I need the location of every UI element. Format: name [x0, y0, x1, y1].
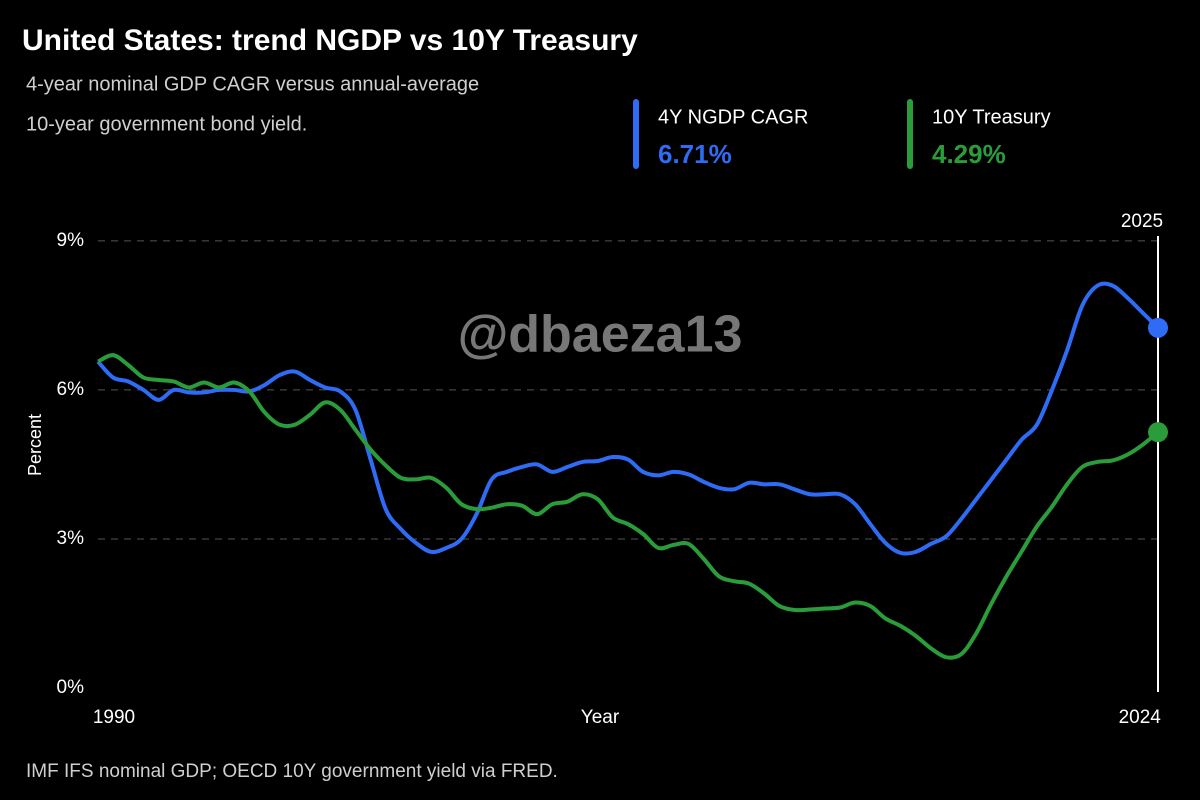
subtitle: 10-year government bond yield.: [26, 113, 307, 135]
legend-label: 4Y NGDP CAGR: [658, 106, 808, 128]
x-axis-label: Year: [581, 707, 620, 728]
y-tick-label: 9%: [57, 230, 85, 251]
subtitle: 4-year nominal GDP CAGR versus annual-av…: [26, 73, 479, 95]
legend-label: 10Y Treasury: [932, 106, 1051, 128]
legend-value: 4.29%: [932, 139, 1006, 169]
x-tick-label: 1990: [93, 707, 135, 728]
marker-label: 2025: [1121, 211, 1163, 232]
y-axis-label: Percent: [25, 414, 45, 476]
line: [96, 281, 1160, 556]
end-point: [1148, 317, 1168, 338]
y-tick-label: 0%: [57, 677, 85, 698]
legend-value: 6.71%: [658, 139, 732, 169]
end-point: [1148, 422, 1168, 443]
chart-title: United States: trend NGDP vs 10Y Treasur…: [22, 24, 638, 57]
y-tick-label: 6%: [57, 379, 85, 400]
line: [97, 353, 1160, 660]
watermark: @dbaeza13: [458, 306, 743, 364]
source: IMF IFS nominal GDP; OECD 10Y government…: [26, 761, 558, 782]
x-tick-label: 2024: [1119, 707, 1162, 728]
y-tick-label: 3%: [57, 528, 85, 549]
